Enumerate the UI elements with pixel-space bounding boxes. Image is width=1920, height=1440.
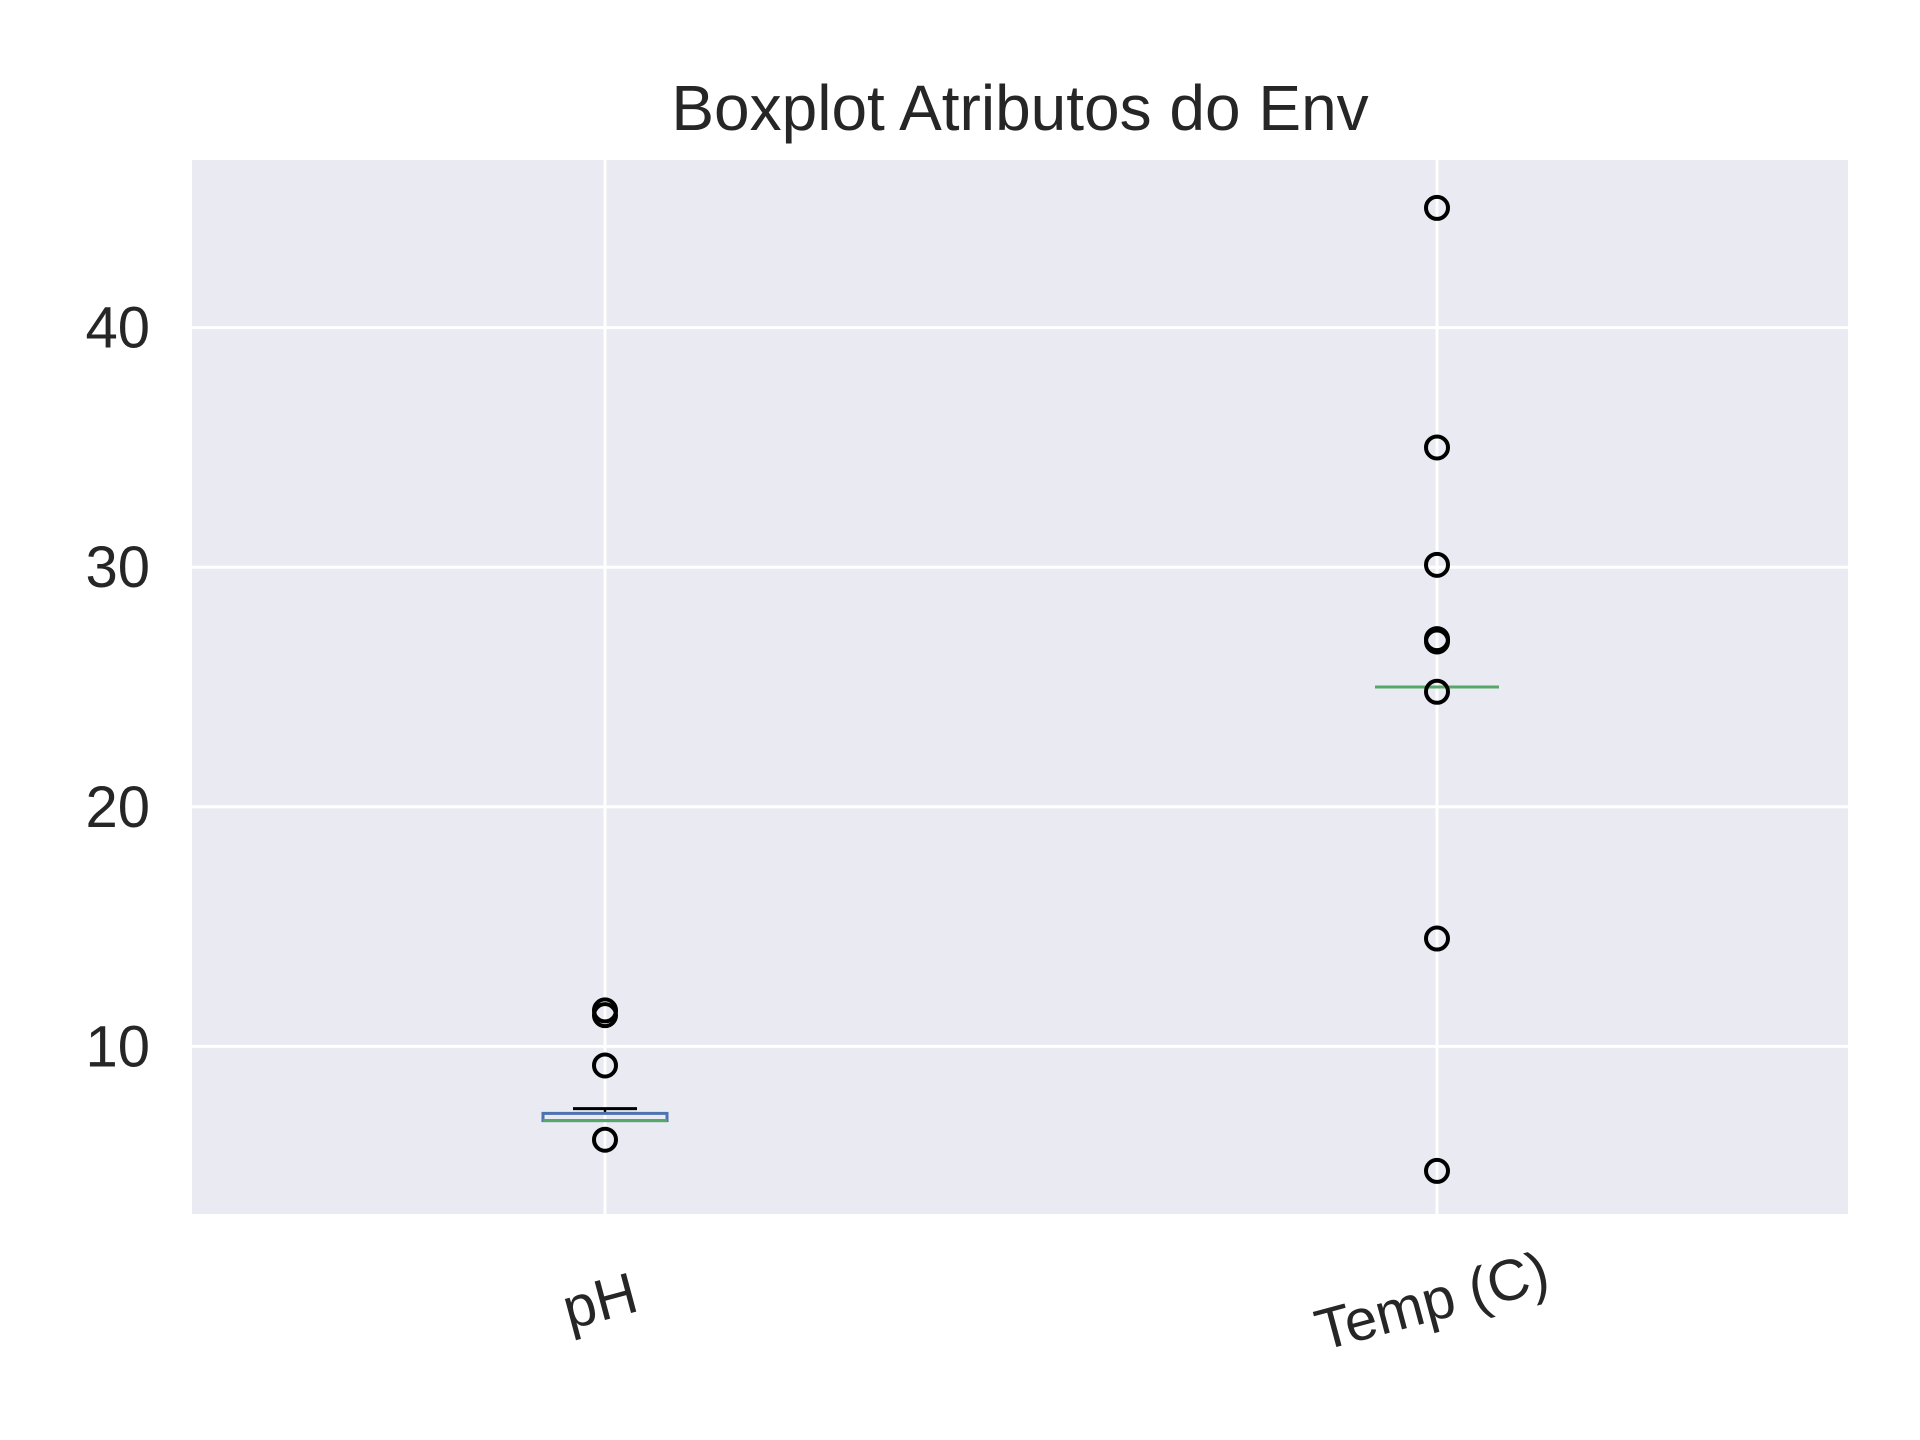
x-tick-label: pH — [556, 1260, 644, 1342]
outlier-point — [592, 1052, 618, 1079]
y-tick-label: 10 — [85, 1014, 150, 1079]
outlier-point — [1424, 194, 1450, 221]
x-tick-labels: pH Temp (C) — [556, 1239, 1556, 1364]
outlier-point — [592, 1126, 618, 1153]
outlier-point — [1424, 434, 1450, 461]
x-tick-label: Temp (C) — [1308, 1239, 1555, 1364]
outlier-point — [1424, 678, 1450, 705]
box-group — [1375, 194, 1499, 1184]
chart-title: Boxplot Atributos do Env — [671, 72, 1368, 144]
y-tick-label: 40 — [85, 296, 150, 361]
y-tick-label: 30 — [85, 535, 150, 600]
plot-background — [192, 160, 1848, 1214]
outlier-point — [1424, 925, 1450, 952]
outlier-point — [1424, 1157, 1450, 1184]
y-tick-labels: 10 20 30 40 — [85, 296, 150, 1080]
box-group — [541, 997, 669, 1153]
chart-marks — [541, 194, 1499, 1184]
outlier-point — [1424, 626, 1450, 653]
y-tick-label: 20 — [85, 775, 150, 840]
outlier-point — [1424, 551, 1450, 578]
outlier-point — [592, 997, 618, 1024]
